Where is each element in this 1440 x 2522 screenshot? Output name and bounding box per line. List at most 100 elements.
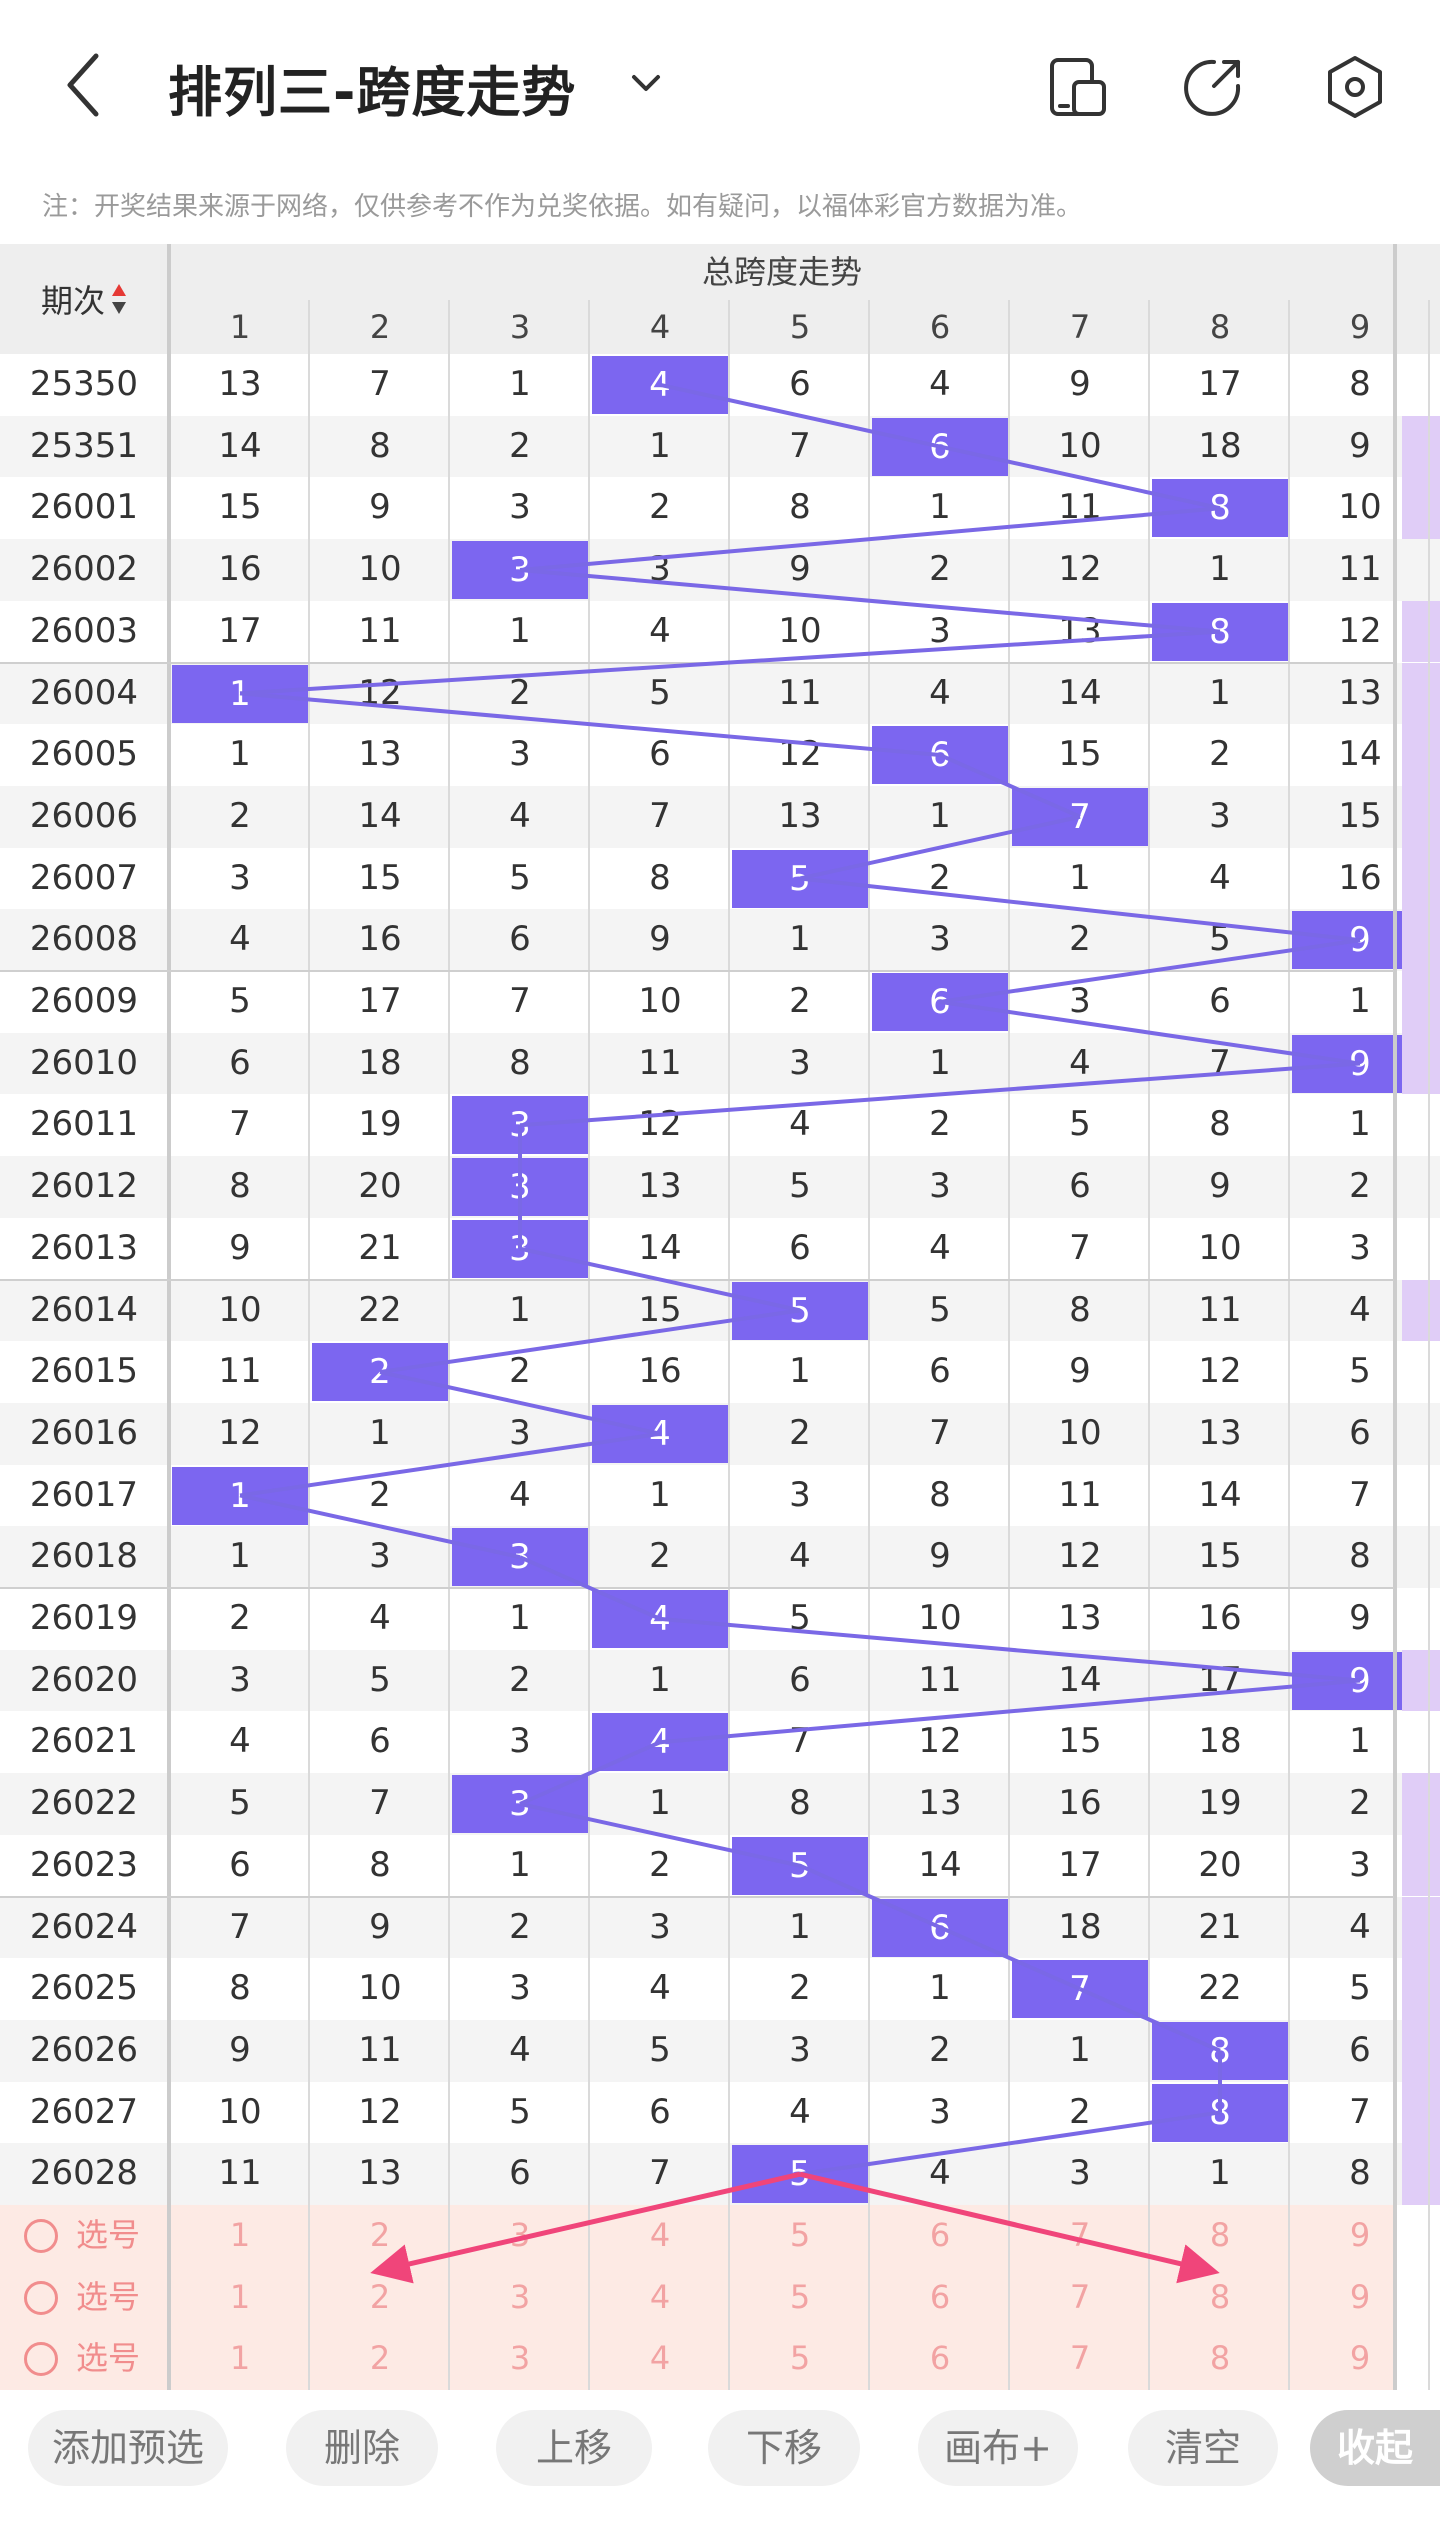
omission-cell: 9 [1209, 1166, 1231, 1207]
split-screen-icon[interactable] [1044, 52, 1114, 122]
selectable-number[interactable]: 5 [789, 2339, 811, 2378]
selectable-number[interactable]: 5 [789, 2216, 811, 2254]
move-up-button[interactable]: 上移 [496, 2410, 652, 2486]
omission-cell: 20 [358, 1166, 402, 1207]
chevron-down-icon[interactable] [628, 68, 664, 98]
selectable-number[interactable]: 9 [1349, 2339, 1371, 2378]
hit-cell: 3 [452, 541, 588, 600]
add-preselect-button[interactable]: 添加预选 [28, 2410, 228, 2486]
table-row: 26012 8 20 3 13 5 3 6 9 2 [0, 1156, 1440, 1218]
selectable-number[interactable]: 1 [229, 2277, 251, 2316]
issue-number: 26028 [29, 2153, 139, 2194]
table-row: 25350 13 7 1 4 6 4 9 17 8 [0, 354, 1440, 416]
omission-cell: 10 [358, 1968, 402, 2009]
share-icon[interactable] [1178, 52, 1248, 122]
table-row: 26017 1 2 4 1 3 8 11 14 7 [0, 1465, 1440, 1527]
omission-cell: 11 [918, 1659, 962, 1700]
omission-cell: 4 [1209, 857, 1231, 898]
selectable-number[interactable]: 6 [929, 2339, 951, 2378]
hit-cell: 5 [732, 849, 868, 908]
selectable-number[interactable]: 4 [649, 2216, 671, 2254]
grid-divider [1428, 300, 1430, 2391]
selectable-number[interactable]: 2 [369, 2277, 391, 2316]
issue-column-header[interactable]: 期次 [0, 244, 168, 354]
select-radio[interactable] [24, 2280, 58, 2315]
omission-cell: 4 [1349, 1906, 1371, 1947]
omission-cell: 2 [1349, 1166, 1371, 1207]
omission-cell: 1 [789, 919, 811, 960]
omission-cell: 10 [918, 1598, 962, 1638]
omission-cell: 1 [1209, 672, 1231, 713]
omission-cell: 7 [1349, 2091, 1371, 2132]
delete-button[interactable]: 删除 [286, 2410, 438, 2486]
selectable-number[interactable]: 7 [1069, 2339, 1091, 2378]
omission-cell: 14 [358, 795, 402, 836]
omission-cell: 3 [929, 1166, 951, 1207]
settings-icon[interactable] [1320, 52, 1390, 122]
selectable-number[interactable]: 8 [1209, 2339, 1231, 2378]
selectable-number[interactable]: 3 [509, 2339, 531, 2378]
omission-cell: 13 [218, 364, 262, 404]
omission-cell: 11 [1198, 1289, 1242, 1330]
selectable-number[interactable]: 2 [369, 2339, 391, 2378]
table-row: 26004 1 12 2 5 11 4 14 1 13 [0, 662, 1440, 725]
selectable-number[interactable]: 6 [929, 2216, 951, 2254]
selectable-number[interactable]: 5 [789, 2277, 811, 2316]
selectable-number[interactable]: 1 [229, 2216, 251, 2254]
section-title: 总跨度走势 [701, 253, 862, 291]
select-radio[interactable] [24, 2342, 58, 2377]
row-marker [1402, 971, 1440, 1033]
issue-number: 26024 [29, 1906, 139, 1947]
selectable-number[interactable]: 6 [929, 2277, 951, 2316]
selectable-number[interactable]: 8 [1209, 2216, 1231, 2254]
selectable-number[interactable]: 3 [509, 2216, 531, 2254]
omission-cell: 4 [509, 1474, 531, 1515]
omission-cell: 18 [358, 1042, 402, 1083]
canvas-plus-button[interactable]: 画布+ [918, 2410, 1078, 2486]
selectable-number[interactable]: 4 [649, 2339, 671, 2378]
table-row: 26009 5 17 7 10 2 6 3 6 1 [0, 971, 1440, 1033]
issue-number: 26008 [29, 919, 139, 960]
collapse-button[interactable]: 收起 [1310, 2410, 1440, 2486]
omission-cell: 8 [1349, 364, 1371, 404]
omission-cell: 6 [649, 2091, 671, 2132]
move-down-button[interactable]: 下移 [708, 2410, 860, 2486]
omission-cell: 12 [358, 2091, 402, 2132]
select-radio[interactable] [24, 2219, 58, 2253]
omission-cell: 3 [929, 2091, 951, 2132]
issue-number: 26020 [29, 1659, 139, 1700]
omission-cell: 6 [229, 1844, 251, 1885]
omission-cell: 16 [358, 919, 402, 960]
selectable-number[interactable]: 3 [509, 2277, 531, 2316]
omission-cell: 4 [229, 1721, 251, 1762]
page-title[interactable]: 排列三-跨度走势 [168, 61, 577, 124]
omission-cell: 7 [1069, 1227, 1091, 1268]
issue-number: 26011 [29, 1104, 139, 1145]
selectable-number[interactable]: 7 [1069, 2277, 1091, 2316]
back-icon[interactable] [60, 50, 110, 120]
selectable-number[interactable]: 4 [649, 2277, 671, 2316]
omission-cell: 1 [509, 1289, 531, 1330]
issue-header-label: 期次 [40, 282, 105, 320]
sort-icon[interactable] [111, 282, 127, 316]
grid-divider [868, 300, 870, 2391]
selectable-number[interactable]: 1 [229, 2339, 251, 2378]
omission-cell: 9 [1069, 364, 1091, 404]
omission-cell: 2 [649, 487, 671, 528]
omission-cell: 3 [789, 1042, 811, 1083]
omission-cell: 1 [929, 795, 951, 836]
omission-cell: 7 [369, 364, 391, 404]
omission-cell: 6 [789, 1659, 811, 1700]
table-row: 26005 1 13 3 6 12 6 15 2 14 [0, 724, 1440, 786]
selectable-number[interactable]: 7 [1069, 2216, 1091, 2254]
hit-cell: 6 [872, 1898, 1008, 1957]
column-header-7: 7 [1069, 308, 1091, 346]
selectable-number[interactable]: 9 [1349, 2277, 1371, 2316]
omission-cell: 7 [789, 425, 811, 466]
omission-cell: 8 [229, 1166, 251, 1207]
omission-cell: 2 [509, 672, 531, 713]
selectable-number[interactable]: 9 [1349, 2216, 1371, 2254]
clear-button[interactable]: 清空 [1128, 2410, 1278, 2486]
selectable-number[interactable]: 8 [1209, 2277, 1231, 2316]
selectable-number[interactable]: 2 [369, 2216, 391, 2254]
